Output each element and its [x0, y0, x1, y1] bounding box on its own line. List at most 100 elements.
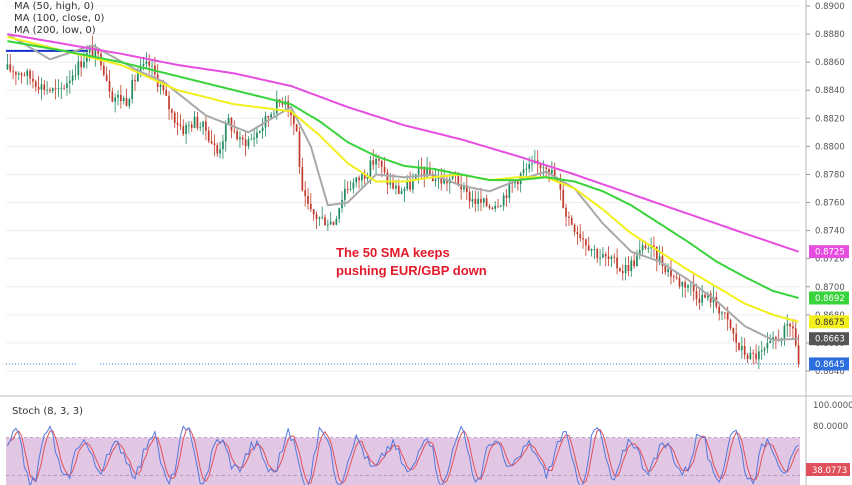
candle-body	[179, 124, 182, 127]
candle-body	[6, 64, 9, 70]
price-tags: 0.8725 0.8692 0.8675 0.8663 0.8645	[809, 245, 849, 371]
candle-body	[412, 179, 414, 190]
candle-body	[630, 260, 633, 271]
candle-body	[83, 61, 85, 68]
candle-body	[275, 99, 278, 114]
candle-body	[522, 169, 525, 174]
candle-body	[732, 328, 735, 334]
candle-body	[17, 73, 20, 75]
candle-body	[233, 130, 236, 132]
candle-body	[403, 188, 406, 192]
candle-body	[253, 137, 255, 140]
annotation-line-1: The 50 SMA keeps	[336, 245, 450, 260]
axis-tick-label: 0.8700	[815, 283, 845, 293]
candle-body	[460, 184, 462, 190]
candle-body	[54, 88, 57, 90]
candle-body	[610, 256, 613, 259]
candle-body	[207, 130, 210, 142]
axis-tick-label: 0.8720	[815, 255, 845, 265]
price-axis[interactable]: 0.8900 0.8880 0.8860 0.8840 0.8820 0.8800 0.87…	[806, 2, 845, 377]
candle-body	[528, 164, 531, 169]
candle-body	[298, 131, 301, 168]
candle-body	[698, 298, 701, 303]
candle-body	[182, 126, 185, 135]
candle-body	[142, 63, 145, 66]
candle-body	[349, 188, 352, 190]
ma-magenta-line	[7, 33, 799, 253]
candle-body	[568, 216, 570, 218]
candle-body	[695, 291, 698, 299]
candle-body	[139, 65, 142, 73]
candle-body	[37, 87, 40, 90]
candle-body	[66, 83, 68, 88]
candle-body	[290, 110, 292, 116]
candle-body	[216, 145, 219, 154]
candle-body	[482, 198, 485, 203]
candle-body	[23, 75, 26, 77]
candle-body	[593, 249, 596, 250]
price-tag-bg	[809, 245, 849, 259]
candle-body	[171, 109, 173, 113]
candle-body	[769, 340, 772, 343]
stoch-k-line	[6, 425, 799, 485]
candle-body	[199, 127, 202, 129]
candle-body	[565, 207, 567, 217]
candle-body	[250, 139, 253, 141]
candle-body	[151, 65, 153, 67]
candle-body	[91, 46, 94, 58]
candle-body	[508, 183, 511, 198]
candle-body	[273, 113, 275, 115]
candle-body	[389, 182, 392, 185]
candle-body	[369, 160, 372, 177]
candle-body	[604, 254, 607, 257]
candle-body	[655, 246, 658, 261]
axis-tick-label: 0.8760	[815, 199, 845, 209]
axis-tick-label: 0.8840	[815, 86, 845, 96]
candle-body	[332, 221, 335, 225]
candle-body	[726, 312, 729, 320]
candle-body	[471, 198, 474, 202]
candle-body	[57, 88, 60, 90]
axis-tick-label: 0.8740	[815, 227, 845, 237]
candle-body	[576, 231, 579, 235]
candle-body	[397, 185, 400, 194]
legend-ma-200: MA (200, low, 0)	[14, 25, 96, 36]
candle-body	[443, 179, 445, 184]
candle-body	[446, 179, 448, 184]
candle-body	[429, 167, 431, 176]
candle-body	[307, 195, 309, 204]
candle-body	[525, 168, 528, 170]
candle-body	[94, 49, 97, 58]
candle-body	[395, 185, 397, 189]
candle-body	[729, 319, 732, 329]
price-tag-bg	[809, 357, 849, 371]
candle-body	[539, 164, 542, 169]
candle-body	[516, 181, 519, 185]
candle-body	[386, 172, 389, 185]
candle-body	[545, 167, 548, 169]
candle-body	[587, 245, 590, 251]
candle-body	[797, 345, 800, 364]
candle-body	[88, 46, 91, 53]
candle-body	[9, 64, 12, 72]
candle-body	[346, 188, 349, 190]
candle-body	[380, 160, 383, 167]
candle-body	[474, 198, 477, 204]
candle-body	[760, 350, 763, 352]
candle-body	[678, 277, 681, 287]
candle-body	[653, 245, 655, 247]
candle-body	[409, 181, 411, 190]
candle-body	[502, 195, 505, 206]
candle-body	[485, 198, 488, 207]
candle-body	[224, 124, 227, 142]
stoch-panel	[6, 437, 800, 485]
candle-body	[185, 125, 187, 135]
stoch-band	[6, 437, 800, 485]
candle-body	[664, 266, 667, 273]
axis-tick-label: 0.8780	[815, 170, 845, 180]
candle-body	[684, 282, 687, 288]
candle-body	[624, 264, 627, 274]
candle-body	[352, 182, 355, 189]
